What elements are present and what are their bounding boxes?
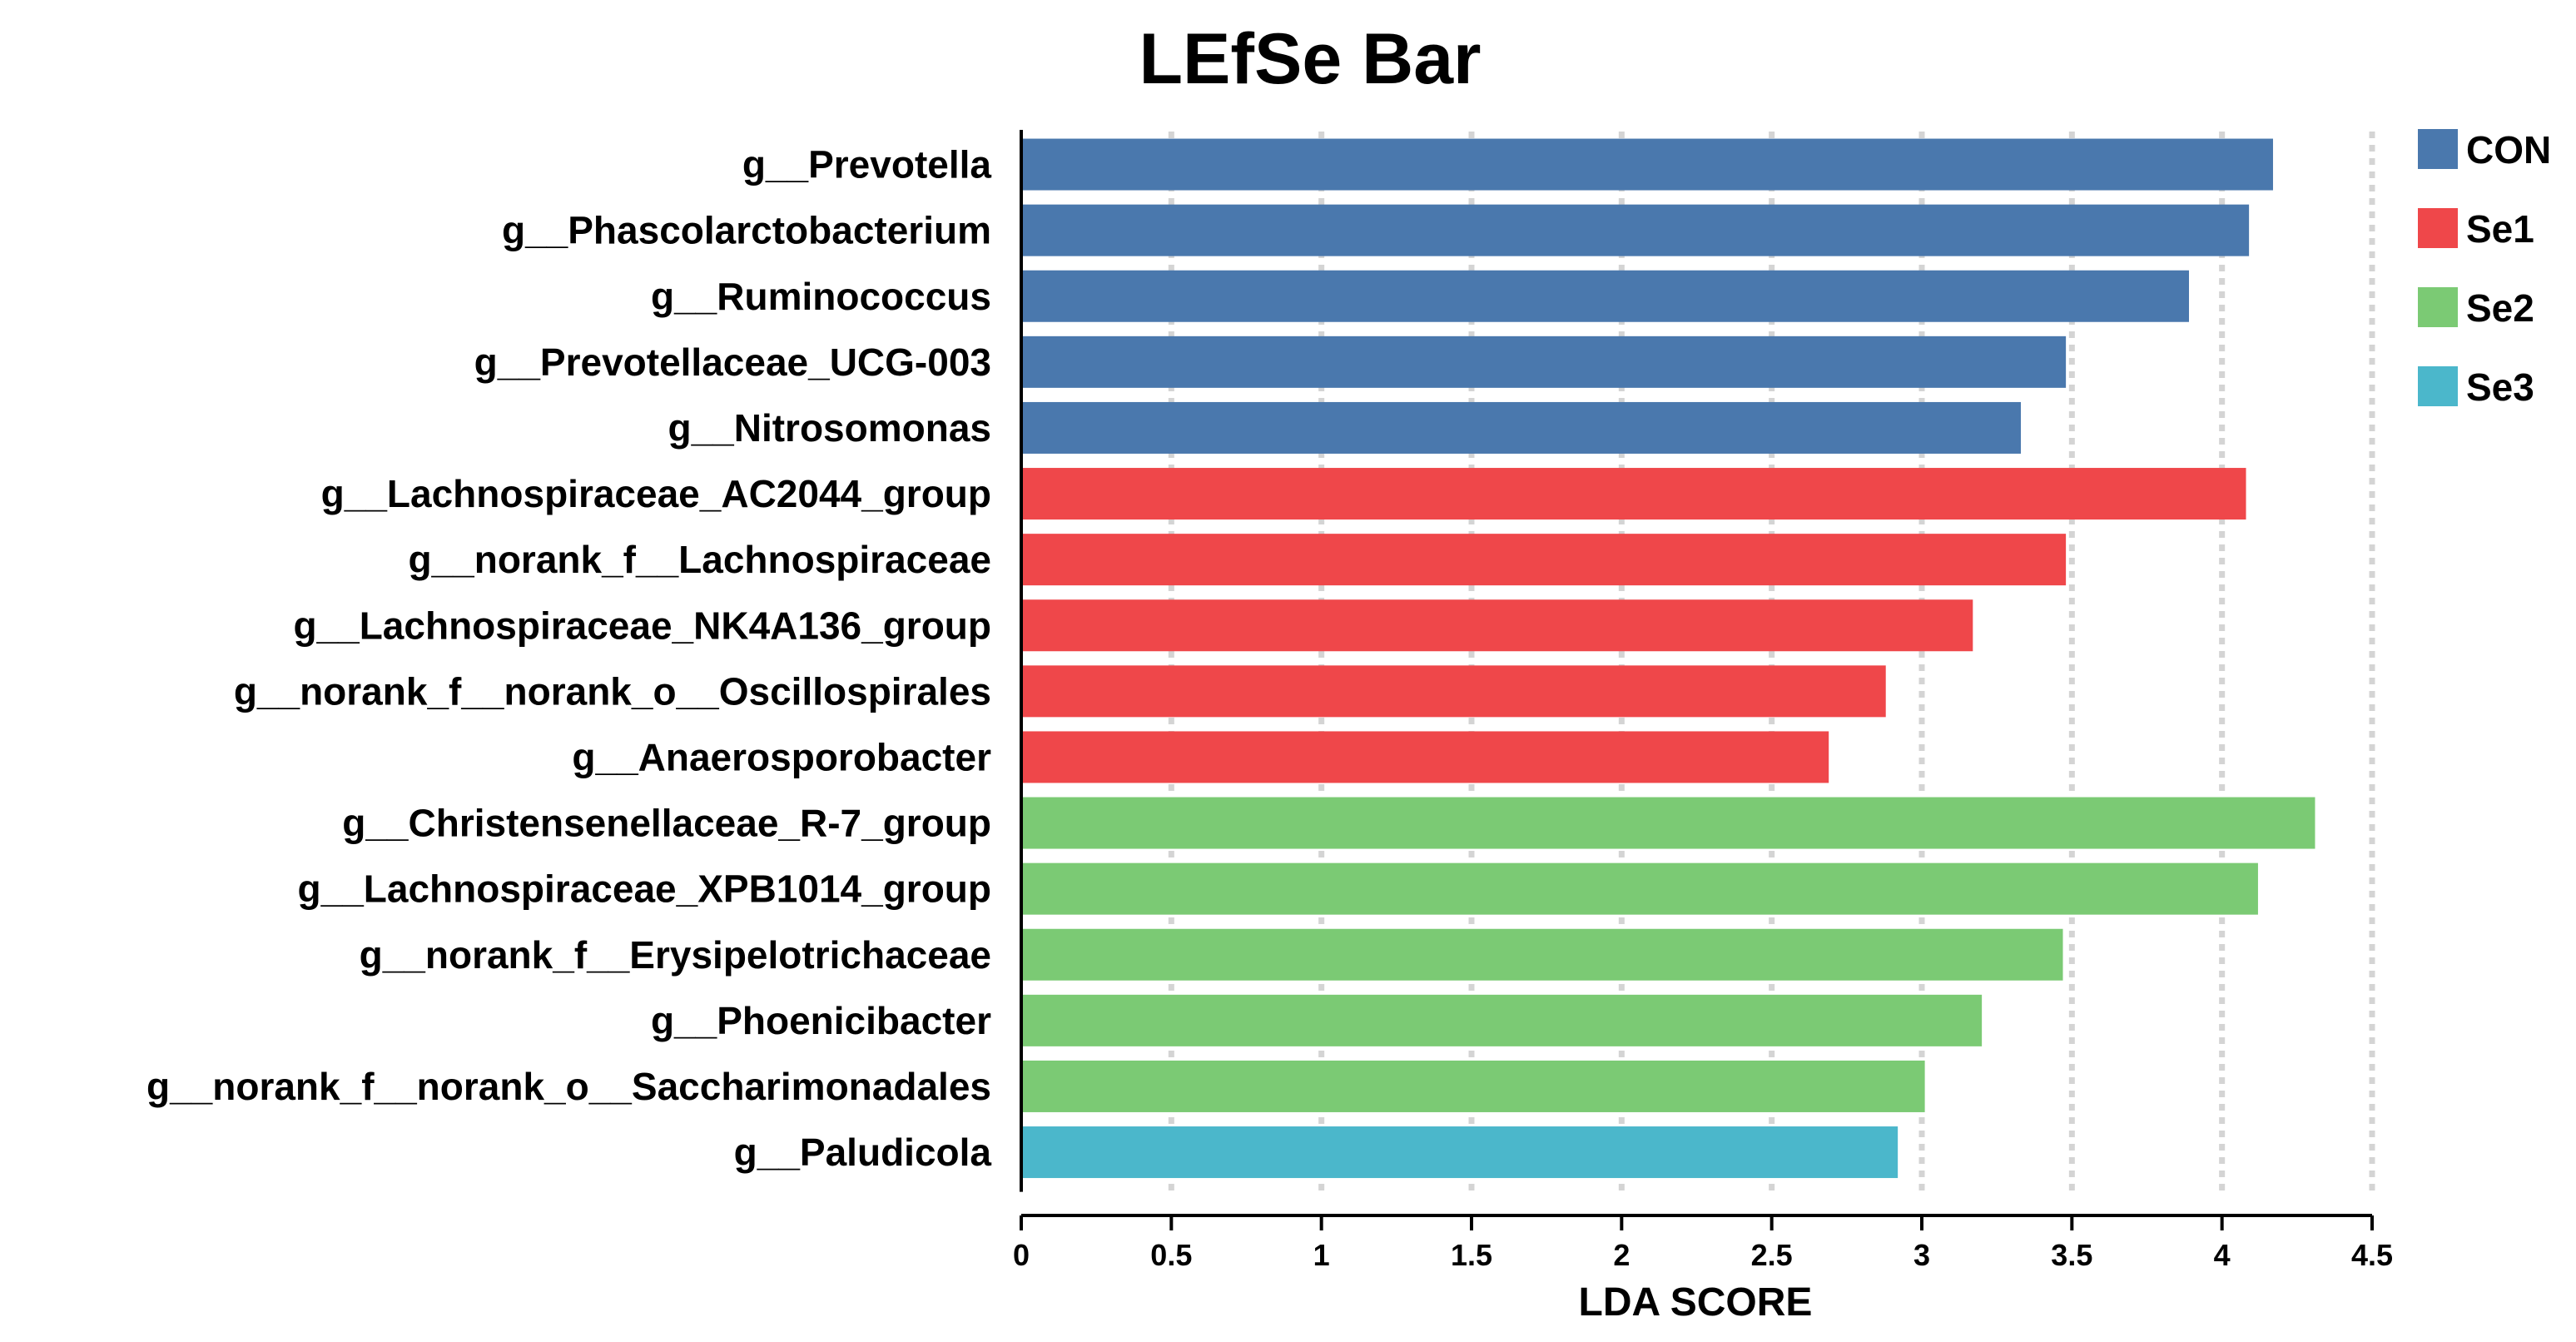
x-tick-label: 1 (1313, 1238, 1330, 1272)
category-label: g__Anaerosporobacter (572, 735, 991, 778)
bar (1021, 599, 1973, 652)
category-label: g__Christensenellaceae_R-7_group (342, 802, 991, 845)
legend-label: Se3 (2466, 365, 2534, 409)
bar (1021, 665, 1886, 718)
bar (1021, 138, 2273, 191)
bar (1021, 862, 2258, 915)
category-label: g__norank_f__Erysipelotrichaceae (360, 933, 991, 977)
x-tick-label: 1.5 (1451, 1238, 1492, 1272)
bar (1021, 994, 1983, 1046)
x-tick-label: 2.5 (1751, 1238, 1793, 1272)
legend: CON Se1 Se2 Se3 (2418, 128, 2551, 409)
legend-swatch (2418, 129, 2458, 169)
category-label: g__Phoenicibacter (651, 999, 991, 1042)
category-label: g__norank_f__Lachnospiraceae (408, 538, 991, 581)
category-label: g__norank_f__norank_o__Oscillospirales (234, 669, 991, 713)
bar (1021, 204, 2250, 256)
category-label: g__Prevotellaceae_UCG-003 (474, 340, 991, 384)
bar (1021, 401, 2022, 454)
category-labels: g__Prevotella g__Phascolarctobacterium g__… (146, 143, 991, 1175)
legend-swatch (2418, 208, 2458, 248)
x-tick-label: 3.5 (2051, 1238, 2092, 1272)
category-label: g__Ruminococcus (651, 275, 991, 318)
bars (1021, 138, 2315, 1179)
category-label: g__Nitrosomonas (668, 406, 991, 450)
legend-swatch (2418, 366, 2458, 406)
bar (1021, 797, 2315, 849)
x-tick-label: 3 (1913, 1238, 1930, 1272)
category-label: g__Prevotella (742, 143, 992, 186)
bar (1021, 468, 2246, 520)
legend-label: Se2 (2466, 286, 2534, 330)
bar (1021, 336, 2067, 388)
x-axis-title: LDA SCORE (1579, 1280, 1813, 1325)
category-label: g__Lachnospiraceae_NK4A136_group (293, 604, 991, 647)
x-tick-label: 2 (1613, 1238, 1630, 1272)
category-label: g__Lachnospiraceae_XPB1014_group (298, 867, 991, 911)
bar (1021, 731, 1829, 783)
bar (1021, 270, 2189, 322)
category-label: g__Paludicola (734, 1131, 992, 1174)
x-tick-label: 0 (1013, 1238, 1030, 1272)
legend-swatch (2418, 287, 2458, 327)
legend-label: CON (2466, 128, 2551, 171)
category-label: g__Lachnospiraceae_AC2044_group (321, 472, 991, 515)
bar (1021, 928, 2063, 981)
chart-title: LEfSe Bar (1139, 19, 1481, 99)
bar (1021, 1060, 1925, 1112)
x-tick-label: 4 (2214, 1238, 2231, 1272)
bar (1021, 1126, 1898, 1179)
x-tick-label: 4.5 (2351, 1238, 2393, 1272)
category-label: g__Phascolarctobacterium (502, 209, 991, 252)
category-label: g__norank_f__norank_o__Saccharimonadales (146, 1065, 991, 1108)
x-axis: 0 0.5 1 1.5 2 2.5 3 3.5 4 4.5 (1013, 130, 2393, 1272)
legend-label: Se1 (2466, 207, 2534, 251)
bar (1021, 534, 2067, 586)
x-tick-label: 0.5 (1150, 1238, 1192, 1272)
